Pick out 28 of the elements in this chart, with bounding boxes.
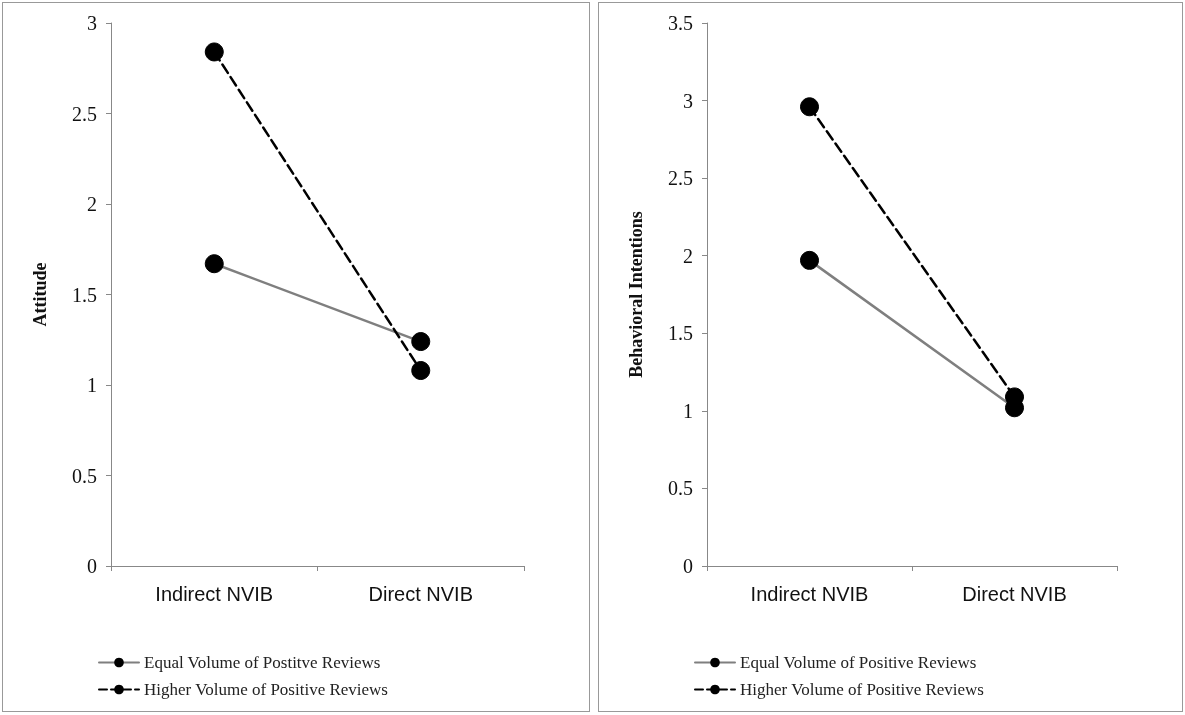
x-tick-label: Direct NVIB (368, 583, 473, 605)
y-tick-label: 2.5 (668, 167, 693, 190)
y-tick-label: 2.5 (72, 102, 97, 125)
x-tick-label: Indirect NVIB (155, 583, 274, 605)
legend-label: Equal Volume of Positive Reviews (740, 653, 977, 672)
y-tick-label: 2 (683, 244, 693, 267)
legend-label: Equal Volume of Postitve Reviews (144, 653, 381, 672)
y-tick-label: 2 (87, 193, 97, 215)
x-tick-label: Indirect NVIB (750, 583, 869, 605)
point (411, 361, 431, 381)
y-tick-label: 0.5 (668, 477, 693, 500)
point (204, 42, 224, 62)
x-tick-label: Direct NVIB (962, 583, 1067, 605)
legend-label: Higher Volume of Positive Reviews (144, 680, 388, 699)
y-axis-title: Attitude (30, 262, 50, 327)
y-tick-label: 1 (683, 399, 693, 422)
y-tick-label: 3 (87, 12, 97, 34)
y-tick-label: 3.5 (668, 12, 693, 34)
y-tick-label: 0 (87, 555, 97, 577)
y-tick-label: 1 (87, 374, 97, 396)
y-tick-label: 1.5 (668, 322, 693, 345)
y-tick-label: 0 (683, 555, 693, 577)
y-tick-label: 1.5 (72, 283, 97, 306)
y-tick-label: 3 (683, 89, 693, 112)
y-tick-label: 0.5 (72, 464, 97, 487)
y-axis-title: Behavioral Intentions (626, 211, 646, 378)
legend-label: Higher Volume of Positive Reviews (740, 680, 984, 699)
point (800, 97, 819, 117)
